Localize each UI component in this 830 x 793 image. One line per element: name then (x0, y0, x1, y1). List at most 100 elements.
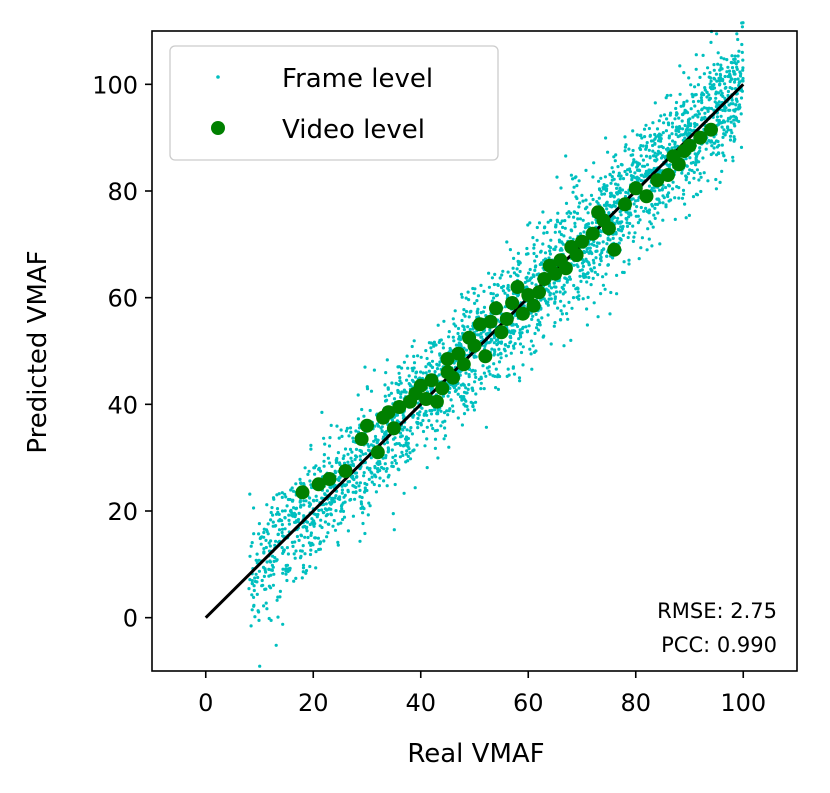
frame-level-point (511, 256, 516, 260)
frame-level-point (651, 154, 656, 158)
frame-level-point (729, 120, 733, 124)
frame-level-point (723, 74, 727, 79)
frame-level-point (308, 496, 312, 500)
frame-level-point (328, 501, 332, 505)
frame-level-point (419, 370, 423, 374)
frame-level-point (741, 58, 745, 62)
frame-level-point (294, 506, 299, 510)
frame-level-point (733, 57, 737, 61)
frame-level-point (375, 422, 379, 426)
frame-level-point (687, 181, 692, 185)
frame-level-point (479, 375, 483, 379)
frame-level-point (350, 459, 354, 463)
frame-level-point (531, 344, 535, 348)
frame-level-point (464, 309, 469, 314)
frame-level-point (340, 484, 344, 488)
frame-level-point (665, 93, 669, 98)
frame-level-point (577, 297, 581, 301)
frame-level-point (673, 117, 677, 121)
frame-level-point (636, 221, 641, 225)
frame-level-point (328, 436, 332, 440)
frame-level-point (314, 464, 318, 468)
frame-level-point (299, 503, 303, 508)
frame-level-point (482, 371, 486, 375)
frame-level-point (272, 559, 276, 564)
frame-level-point (647, 237, 651, 241)
frame-level-point (508, 341, 512, 345)
frame-level-point (390, 448, 394, 452)
frame-level-point (262, 550, 266, 554)
frame-level-point (353, 457, 357, 462)
frame-level-point (456, 331, 460, 336)
frame-level-point (407, 447, 411, 451)
frame-level-point (482, 387, 486, 391)
frame-level-point (680, 171, 684, 175)
frame-level-point (631, 224, 635, 228)
frame-level-point (701, 156, 705, 160)
frame-level-point (491, 374, 495, 378)
frame-level-point (365, 466, 369, 470)
frame-level-point (670, 146, 674, 150)
frame-level-point (683, 202, 687, 206)
frame-level-point (426, 362, 430, 366)
frame-level-point (378, 476, 382, 480)
frame-level-point (678, 126, 682, 130)
frame-level-point (467, 315, 471, 319)
frame-level-point (613, 204, 617, 208)
video-level-point (338, 464, 353, 478)
frame-level-point (472, 408, 476, 412)
frame-level-point (355, 455, 359, 459)
frame-level-point (549, 286, 554, 290)
frame-level-point (705, 90, 709, 94)
frame-level-point (536, 318, 540, 322)
frame-level-point (563, 219, 567, 223)
frame-level-point (299, 534, 304, 538)
frame-level-point (644, 123, 648, 127)
frame-level-point (652, 213, 656, 217)
frame-level-point (535, 238, 539, 242)
frame-level-point (270, 568, 274, 573)
frame-level-point (363, 481, 367, 486)
frame-level-point (584, 257, 588, 261)
frame-level-point (504, 354, 508, 358)
frame-level-point (655, 127, 660, 131)
frame-level-point (412, 413, 416, 417)
frame-level-point (405, 449, 409, 453)
frame-level-point (647, 168, 651, 172)
y-axis-title: Predicted VMAF (23, 250, 53, 453)
frame-level-point (731, 102, 735, 106)
frame-level-point (404, 443, 408, 447)
video-level-point (704, 122, 718, 137)
frame-level-point (607, 211, 611, 215)
frame-level-point (378, 468, 382, 473)
frame-level-point (647, 148, 651, 152)
frame-level-point (653, 132, 657, 137)
frame-level-point (383, 394, 387, 398)
frame-level-point (307, 469, 311, 473)
frame-level-point (410, 432, 414, 436)
frame-level-point (615, 219, 619, 223)
frame-level-point (342, 515, 347, 519)
frame-level-point (669, 93, 673, 97)
frame-level-point (366, 513, 370, 517)
frame-level-point (625, 172, 629, 176)
frame-level-point (400, 390, 404, 394)
frame-level-point (540, 316, 544, 320)
frame-level-point (705, 106, 709, 110)
frame-level-point (660, 144, 664, 149)
frame-level-point (330, 499, 334, 503)
frame-level-point (408, 457, 413, 461)
frame-level-point (587, 251, 591, 255)
frame-level-point (730, 66, 735, 70)
frame-level-point (341, 517, 345, 522)
frame-level-point (250, 582, 254, 586)
frame-level-point (302, 499, 306, 503)
frame-level-point (573, 221, 577, 225)
frame-level-point (460, 295, 464, 299)
frame-level-point (558, 221, 563, 225)
frame-level-point (398, 431, 403, 435)
frame-level-point (571, 190, 575, 194)
frame-level-point (281, 622, 285, 626)
frame-level-point (563, 226, 567, 230)
